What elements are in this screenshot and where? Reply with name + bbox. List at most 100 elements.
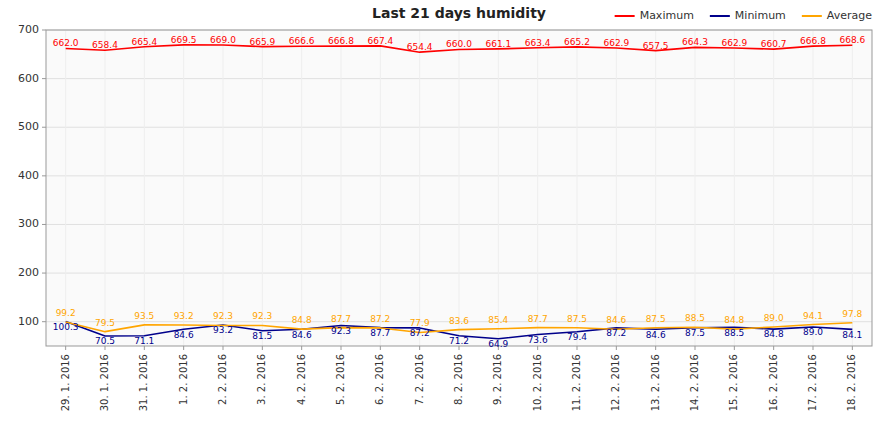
data-label: 666.8: [328, 36, 354, 46]
data-label: 88.5: [685, 313, 705, 323]
legend-label: Minimum: [735, 9, 786, 22]
data-label: 87.5: [646, 314, 666, 324]
x-tick: [655, 346, 656, 350]
x-grid-line: [183, 30, 184, 346]
data-label: 84.8: [764, 329, 784, 339]
x-tick-label: 30. 1. 2016: [99, 354, 110, 411]
legend: Maximum Minimum Average: [615, 9, 873, 22]
data-label: 92.3: [252, 311, 272, 321]
x-tick: [380, 346, 381, 350]
data-label: 70.5: [95, 336, 115, 346]
x-tick-label: 12. 2. 2016: [610, 354, 621, 411]
data-label: 87.2: [410, 328, 430, 338]
x-grid-line: [65, 30, 66, 346]
x-grid-line: [773, 30, 774, 346]
x-tick-label: 16. 2. 2016: [768, 354, 779, 411]
data-label: 93.2: [174, 311, 194, 321]
data-label: 84.6: [606, 315, 626, 325]
data-label: 666.6: [289, 36, 315, 46]
y-tick: [42, 127, 46, 128]
data-label: 87.2: [370, 314, 390, 324]
data-label: 660.0: [446, 39, 472, 49]
x-grid-line: [655, 30, 656, 346]
x-tick-label: 18. 2. 2016: [846, 354, 857, 411]
x-tick-label: 13. 2. 2016: [650, 354, 661, 411]
data-label: 84.6: [292, 330, 312, 340]
x-grid-line: [695, 30, 696, 346]
x-grid-line: [301, 30, 302, 346]
data-label: 93.2: [213, 325, 233, 335]
x-tick-label: 4. 2. 2016: [296, 354, 307, 405]
legend-label: Maximum: [640, 9, 694, 22]
x-tick-label: 7. 2. 2016: [414, 354, 425, 405]
x-grid-line: [734, 30, 735, 346]
y-tick-label: 600: [18, 72, 39, 85]
x-grid-line: [498, 30, 499, 346]
series-lines: [66, 45, 853, 339]
x-grid-line: [341, 30, 342, 346]
data-label: 665.2: [564, 37, 590, 47]
data-label: 84.6: [174, 330, 194, 340]
data-label: 664.3: [682, 37, 708, 47]
data-label: 97.8: [842, 309, 862, 319]
x-tick-label: 1. 2. 2016: [178, 354, 189, 405]
data-label: 665.9: [249, 37, 275, 47]
legend-swatch: [615, 15, 635, 17]
data-label: 657.5: [643, 41, 669, 51]
y-tick: [42, 224, 46, 225]
y-tick-label: 400: [18, 169, 39, 182]
x-grid-line: [616, 30, 617, 346]
x-tick-label: 9. 2. 2016: [492, 354, 503, 405]
data-label: 662.9: [721, 38, 747, 48]
data-label: 87.7: [331, 314, 351, 324]
data-label: 64.9: [488, 339, 508, 349]
data-label: 87.7: [370, 328, 390, 338]
x-tick-label: 11. 2. 2016: [571, 354, 582, 411]
x-grid-line: [459, 30, 460, 346]
legend-item: Average: [802, 9, 872, 22]
data-label: 669.0: [210, 35, 236, 45]
y-tick: [42, 273, 46, 274]
x-tick: [341, 346, 342, 350]
data-label: 79.5: [95, 318, 115, 328]
data-label: 662.0: [53, 38, 79, 48]
data-label: 88.5: [724, 328, 744, 338]
data-label: 99.2: [56, 308, 76, 318]
data-label: 666.8: [800, 36, 826, 46]
x-tick: [577, 346, 578, 350]
data-label: 84.6: [646, 330, 666, 340]
x-tick: [813, 346, 814, 350]
data-label: 93.5: [134, 311, 154, 321]
x-grid-line: [223, 30, 224, 346]
data-label: 83.6: [449, 316, 469, 326]
x-tick: [773, 346, 774, 350]
legend-swatch: [802, 15, 822, 17]
x-grid-line: [380, 30, 381, 346]
data-label: 89.0: [803, 327, 823, 337]
y-tick-label: 700: [18, 23, 39, 36]
x-tick: [65, 346, 66, 350]
x-grid-line: [419, 30, 420, 346]
x-grid-line: [105, 30, 106, 346]
plot-background: [46, 30, 872, 346]
x-tick: [852, 346, 853, 350]
data-label: 87.5: [685, 328, 705, 338]
legend-swatch: [710, 15, 730, 17]
x-tick-label: 17. 2. 2016: [807, 354, 818, 411]
data-label: 87.5: [567, 314, 587, 324]
data-label: 84.8: [724, 315, 744, 325]
data-label: 665.4: [131, 37, 157, 47]
data-label: 658.4: [92, 40, 118, 50]
x-tick: [223, 346, 224, 350]
chart-container: 10020030040050060070029. 1. 201630. 1. 2…: [0, 0, 886, 430]
x-tick-label: 31. 1. 2016: [138, 354, 149, 411]
data-label: 89.0: [764, 313, 784, 323]
x-tick-label: 15. 2. 2016: [728, 354, 739, 411]
x-tick-label: 2. 2. 2016: [217, 354, 228, 405]
data-label: 663.4: [525, 38, 551, 48]
x-tick-label: 3. 2. 2016: [256, 354, 267, 405]
x-grid-line: [144, 30, 145, 346]
x-tick: [695, 346, 696, 350]
y-tick-label: 500: [18, 120, 39, 133]
chart-svg: 10020030040050060070029. 1. 201630. 1. 2…: [0, 0, 886, 430]
